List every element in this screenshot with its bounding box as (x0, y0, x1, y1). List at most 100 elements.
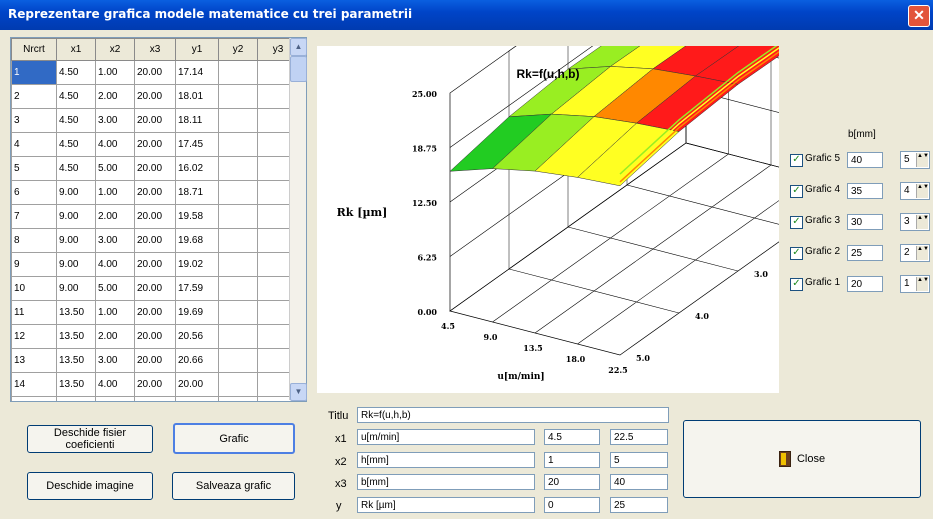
table-cell[interactable] (218, 372, 258, 397)
table-cell[interactable]: 10 (11, 276, 57, 301)
spin-arrows-icon[interactable]: ▲▼ (916, 246, 929, 260)
table-cell[interactable]: 20.00 (134, 132, 176, 157)
table-cell[interactable] (218, 324, 258, 349)
table-cell[interactable] (218, 132, 258, 157)
table-cell[interactable]: 20.00 (134, 204, 176, 229)
table-cell[interactable]: 9.00 (56, 180, 96, 205)
table-cell[interactable]: 20.00 (134, 180, 176, 205)
save-graph-button[interactable]: Salveaza grafic (172, 472, 295, 500)
table-cell[interactable]: 15 (11, 396, 57, 401)
table-cell[interactable]: 20.00 (134, 156, 176, 181)
table-cell[interactable]: 5.00 (95, 276, 135, 301)
table-row[interactable]: 1 4.50 1.00 20.00 17.14 (11, 60, 299, 85)
table-cell[interactable]: 19.68 (175, 228, 219, 253)
table-row[interactable]: 13 13.50 3.00 20.00 20.66 (11, 348, 299, 373)
table-cell[interactable]: 17.14 (175, 60, 219, 85)
x1-name-field[interactable]: u[m/min] (357, 429, 535, 445)
table-cell[interactable]: 17.45 (175, 132, 219, 157)
graph-checkbox[interactable]: ✓ (790, 154, 803, 167)
graph-spinner[interactable]: 5 ▲▼ (900, 151, 930, 169)
grafic-button[interactable]: Grafic (173, 423, 295, 454)
table-cell[interactable]: 18.71 (175, 180, 219, 205)
table-cell[interactable]: 18.01 (175, 84, 219, 109)
table-cell[interactable]: 20.00 (134, 300, 176, 325)
x3-max-field[interactable]: 40 (610, 474, 668, 490)
table-cell[interactable]: 3 (11, 108, 57, 133)
table-cell[interactable]: 18.57 (175, 396, 219, 401)
table-cell[interactable]: 20.00 (134, 396, 176, 401)
spin-arrows-icon[interactable]: ▲▼ (916, 277, 929, 291)
table-row[interactable]: 14 13.50 4.00 20.00 20.00 (11, 372, 299, 397)
table-cell[interactable]: 20.00 (134, 348, 176, 373)
table-row[interactable]: 8 9.00 3.00 20.00 19.68 (11, 228, 299, 253)
table-cell[interactable] (218, 396, 258, 401)
graph-checkbox[interactable]: ✓ (790, 247, 803, 260)
x2-min-field[interactable]: 1 (544, 452, 600, 468)
x1-min-field[interactable]: 4.5 (544, 429, 600, 445)
table-cell[interactable]: 2.00 (95, 204, 135, 229)
table-cell[interactable]: 6 (11, 180, 57, 205)
table-cell[interactable]: 4.50 (56, 156, 96, 181)
table-cell[interactable]: 14 (11, 372, 57, 397)
table-cell[interactable]: 5.00 (95, 396, 135, 401)
table-row[interactable]: 7 9.00 2.00 20.00 19.58 (11, 204, 299, 229)
column-header[interactable]: y1 (175, 38, 219, 61)
column-header[interactable]: y3 (257, 38, 299, 61)
table-cell[interactable]: 20.00 (134, 252, 176, 277)
table-row[interactable]: 6 9.00 1.00 20.00 18.71 (11, 180, 299, 205)
column-header[interactable]: y2 (218, 38, 258, 61)
table-cell[interactable]: 4.50 (56, 84, 96, 109)
table-cell[interactable] (218, 84, 258, 109)
table-cell[interactable]: 20.56 (175, 324, 219, 349)
graph-spinner[interactable]: 4 ▲▼ (900, 182, 930, 200)
graph-checkbox[interactable]: ✓ (790, 185, 803, 198)
spin-arrows-icon[interactable]: ▲▼ (916, 153, 929, 167)
column-header[interactable]: x2 (95, 38, 135, 61)
scroll-down-icon[interactable]: ▼ (290, 383, 307, 401)
table-cell[interactable]: 19.69 (175, 300, 219, 325)
scroll-thumb[interactable] (290, 56, 307, 82)
table-cell[interactable]: 8 (11, 228, 57, 253)
x3-min-field[interactable]: 20 (544, 474, 600, 490)
table-row[interactable]: 4 4.50 4.00 20.00 17.45 (11, 132, 299, 157)
table-cell[interactable]: 20.00 (134, 276, 176, 301)
b-value-field[interactable]: 20 (847, 276, 883, 292)
table-cell[interactable]: 1.00 (95, 60, 135, 85)
table-cell[interactable]: 9.00 (56, 252, 96, 277)
table-cell[interactable]: 13.50 (56, 372, 96, 397)
table-cell[interactable]: 12 (11, 324, 57, 349)
spin-arrows-icon[interactable]: ▲▼ (916, 215, 929, 229)
table-cell[interactable] (218, 276, 258, 301)
spin-arrows-icon[interactable]: ▲▼ (916, 184, 929, 198)
table-cell[interactable]: 20.00 (134, 108, 176, 133)
table-cell[interactable]: 13 (11, 348, 57, 373)
table-cell[interactable] (218, 180, 258, 205)
x2-max-field[interactable]: 5 (610, 452, 668, 468)
table-row[interactable]: 12 13.50 2.00 20.00 20.56 (11, 324, 299, 349)
graph-spinner[interactable]: 2 ▲▼ (900, 244, 930, 262)
table-cell[interactable] (218, 300, 258, 325)
table-cell[interactable]: 4.00 (95, 132, 135, 157)
open-coefficients-button[interactable]: Deschide fisier coeficienti (27, 425, 153, 453)
table-cell[interactable]: 20.00 (134, 60, 176, 85)
table-cell[interactable] (218, 252, 258, 277)
graph-spinner[interactable]: 1 ▲▼ (900, 275, 930, 293)
graph-checkbox[interactable]: ✓ (790, 216, 803, 229)
close-window-button[interactable]: ✕ (908, 5, 930, 27)
table-row[interactable]: 5 4.50 5.00 20.00 16.02 (11, 156, 299, 181)
column-header[interactable]: Nrcrt (11, 38, 57, 61)
table-cell[interactable]: 9.00 (56, 276, 96, 301)
table-cell[interactable]: 19.02 (175, 252, 219, 277)
table-cell[interactable]: 18.11 (175, 108, 219, 133)
y-max-field[interactable]: 25 (610, 497, 668, 513)
table-cell[interactable]: 4 (11, 132, 57, 157)
b-value-field[interactable]: 30 (847, 214, 883, 230)
table-cell[interactable]: 4.50 (56, 60, 96, 85)
graph-spinner[interactable]: 3 ▲▼ (900, 213, 930, 231)
table-cell[interactable]: 2 (11, 84, 57, 109)
data-grid[interactable]: Nrcrt x1 x2 x3 y1 y2 y3 1 4.50 1.00 20.00 17.14 2 4.5… (10, 37, 307, 402)
graph-checkbox[interactable]: ✓ (790, 278, 803, 291)
table-cell[interactable]: 4.00 (95, 372, 135, 397)
table-cell[interactable]: 3.00 (95, 228, 135, 253)
